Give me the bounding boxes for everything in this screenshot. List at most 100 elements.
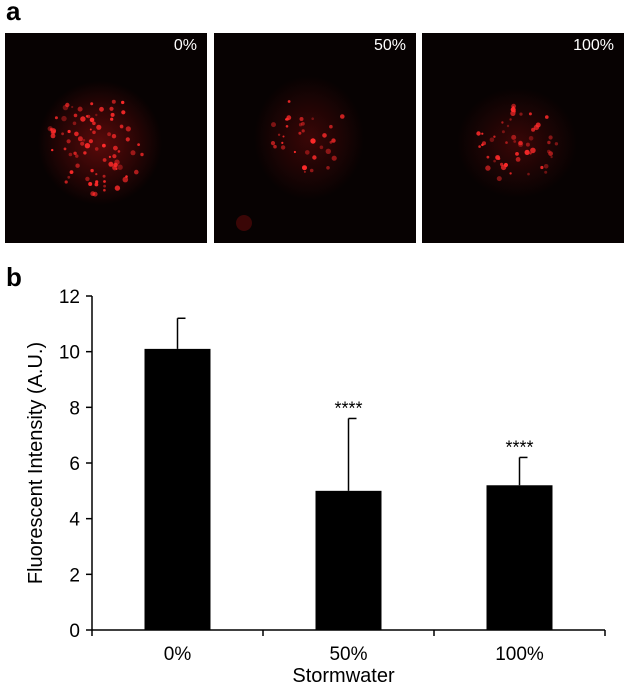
fluorescent-speckle (281, 141, 284, 144)
fluorescent-speckle (110, 117, 114, 121)
bar (486, 485, 553, 630)
significance-label: **** (334, 398, 362, 418)
fluorescent-speckle (50, 130, 56, 135)
fluorescent-speckle (122, 176, 129, 183)
fluorescent-speckle (108, 155, 111, 158)
fluorescent-speckle (311, 117, 314, 120)
fluorescent-speckle (51, 148, 54, 152)
panel-b-label: b (6, 262, 22, 292)
fluorescent-speckle (112, 154, 117, 159)
fluorescent-speckle (89, 117, 95, 123)
fluorescent-speckle (493, 159, 496, 163)
fluorescent-speckle (77, 136, 83, 142)
micrograph-50-percent: 50% (214, 33, 416, 243)
fluorescent-speckle (331, 155, 337, 161)
fluorescent-speckle (102, 174, 106, 178)
fluorescent-speckle (518, 140, 523, 146)
fluorescent-speckle (125, 137, 130, 142)
fluorescent-speckle (305, 150, 310, 155)
fluorescent-speckle (329, 124, 333, 129)
fluorescent-speckle (140, 152, 144, 157)
y-axis-title: Fluorescent Intensity (A.U.) (25, 342, 47, 584)
fluorescent-speckle (95, 173, 98, 176)
fluorescent-speckle (319, 145, 324, 150)
fluorescent-speckle (501, 130, 505, 134)
micrograph-0-percent: 0% (5, 33, 207, 243)
fluorescent-speckle (531, 127, 536, 132)
y-tick-label: 2 (69, 565, 80, 586)
fluorescent-speckle (298, 131, 302, 135)
fluorescent-speckle (103, 188, 106, 192)
fluorescent-speckle (515, 152, 519, 156)
fluorescent-speckle (73, 113, 78, 118)
fluorescent-speckle (115, 168, 118, 170)
x-tick-label: 0% (164, 644, 192, 665)
fluorescent-speckle (548, 151, 553, 156)
fluorescent-speckle (137, 143, 141, 146)
x-tick-label: 50% (329, 644, 367, 665)
fluorescent-speckle (287, 100, 291, 103)
fluorescent-speckle (500, 162, 504, 166)
fluorescent-speckle (481, 143, 484, 147)
fluorescent-speckle (121, 110, 126, 115)
fluorescent-speckle (544, 170, 548, 174)
fluorescent-speckle (540, 165, 544, 170)
fluorescent-speckle (84, 143, 91, 149)
fluorescent-speckle (329, 140, 333, 144)
fluorescent-speckle (505, 141, 508, 144)
fluorescent-speckle (95, 113, 98, 117)
fluorescent-speckle (114, 185, 121, 191)
fluorescent-speckle (112, 165, 117, 170)
fluorescent-speckle (270, 141, 276, 146)
fluorescent-speckle (519, 112, 523, 116)
fluorescent-speckle (99, 106, 104, 112)
fluorescent-speckle (301, 129, 305, 133)
fluorescent-speckle (550, 155, 553, 159)
y-tick-label: 6 (69, 454, 80, 475)
fluorescent-speckle (66, 139, 71, 144)
fluorescent-speckle (286, 115, 292, 121)
micrograph-label: 50% (373, 37, 406, 54)
fluorescent-speckle (75, 163, 80, 168)
fluorescent-speckle (485, 165, 491, 171)
fluorescent-speckle (547, 140, 551, 145)
fluorescent-speckle (80, 116, 86, 122)
bar (144, 348, 211, 630)
fluorescent-speckle (82, 138, 86, 142)
fluorescent-speckle (528, 112, 532, 116)
fluorescent-speckle (303, 170, 306, 173)
fluorescent-speckle (529, 152, 532, 155)
fluorescent-speckle (298, 123, 303, 127)
fluorescent-speckle (293, 150, 296, 154)
fluorescent-speckle (94, 147, 99, 151)
fluorescent-speckle (533, 124, 540, 131)
fluorescent-speckle (94, 182, 99, 187)
fluorescent-speckle (92, 130, 96, 135)
fluorescent-speckle (340, 114, 345, 119)
fluorescent-speckle (75, 154, 79, 158)
fluorescent-speckle (125, 126, 131, 132)
fluorescent-speckle (509, 118, 512, 121)
fluorescent-speckle (527, 172, 530, 176)
fluorescent-speckle (61, 132, 64, 136)
fluorescent-speckle (121, 100, 125, 105)
fluorescent-speckle (102, 158, 107, 162)
fluorescent-speckle (525, 142, 530, 147)
fluorescent-speckle (89, 128, 92, 131)
fluorescent-speckle (109, 106, 114, 111)
fluorescent-speckle (486, 155, 490, 159)
fluorescent-speckle (102, 143, 106, 148)
fluorescent-speckle (299, 117, 304, 121)
fluorescent-speckle (285, 125, 289, 128)
fluorescent-speckle (125, 175, 128, 178)
fluorescent-speckle (67, 175, 71, 179)
y-tick-label: 12 (59, 287, 80, 308)
fluorescent-speckle (311, 138, 314, 141)
y-tick-label: 4 (69, 510, 80, 531)
fluorescent-speckle (68, 152, 73, 157)
fluorescent-speckle (554, 142, 559, 146)
fluorescent-speckle (73, 151, 77, 155)
fluorescent-speckle (478, 145, 481, 148)
fluorescent-speckle (310, 138, 316, 144)
fluorescent-speckle (103, 184, 106, 188)
